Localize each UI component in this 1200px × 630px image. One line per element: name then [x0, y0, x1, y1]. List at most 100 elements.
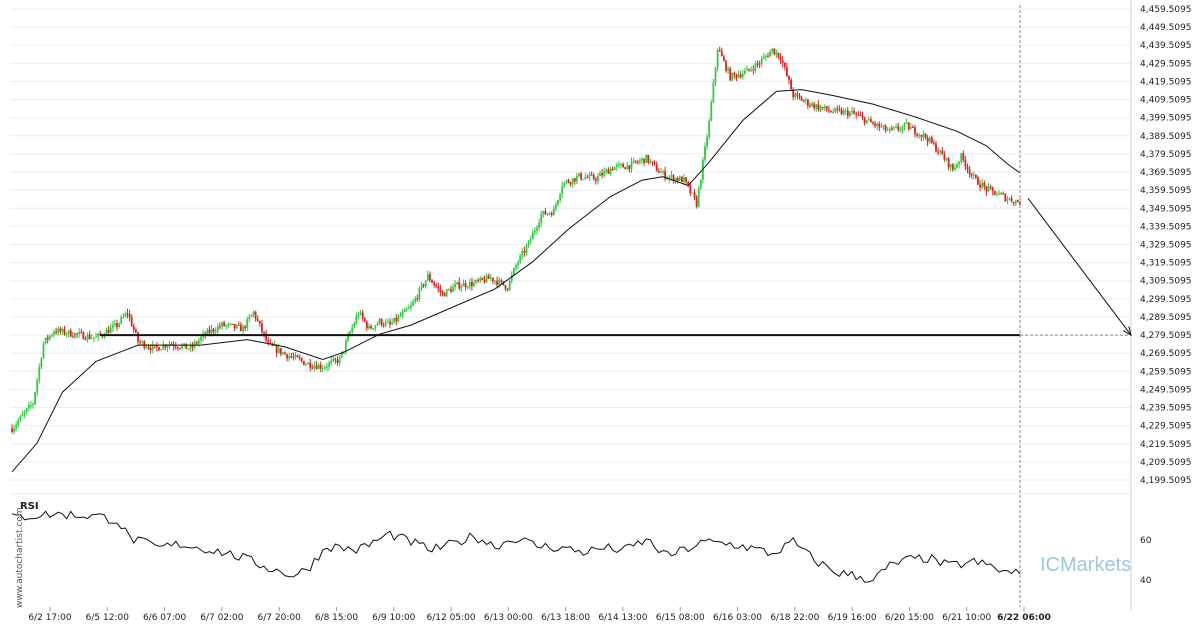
- candle-body: [1014, 200, 1017, 204]
- candle-body: [874, 123, 876, 126]
- candle-body: [729, 68, 732, 81]
- candle-body: [748, 68, 750, 70]
- candle-body: [945, 158, 948, 160]
- candle-body: [809, 105, 811, 107]
- candle-body: [328, 362, 330, 367]
- candle-body: [219, 326, 221, 328]
- candle-body: [225, 325, 228, 327]
- candle-body: [739, 74, 742, 77]
- candle-body: [53, 331, 55, 335]
- candle-body: [210, 329, 213, 334]
- candle-body: [105, 329, 108, 336]
- candle-body: [254, 311, 257, 319]
- candle-body: [876, 123, 879, 126]
- candle-body: [17, 420, 20, 425]
- candle-body: [292, 356, 295, 358]
- candle-body: [27, 405, 30, 409]
- date-tick-label: 6/6 07:00: [143, 613, 187, 623]
- candle-body: [762, 56, 765, 59]
- candle-body: [567, 180, 570, 183]
- candle-body: [645, 154, 648, 163]
- candle-body: [954, 167, 956, 170]
- candle-body: [800, 97, 803, 101]
- date-tick-label: 6/2 17:00: [28, 613, 72, 623]
- candle-body: [859, 115, 862, 117]
- candle-body: [588, 174, 591, 178]
- price-tick-label: 4,259.5095: [1140, 367, 1192, 377]
- candle-body: [872, 122, 874, 124]
- candle-body: [143, 341, 146, 348]
- candle-body: [863, 117, 866, 124]
- candle-body: [242, 326, 244, 332]
- candle-body: [821, 107, 824, 109]
- candle-body: [779, 57, 782, 61]
- candle-body: [521, 251, 524, 256]
- candle-body: [756, 63, 759, 65]
- candle-body: [660, 172, 662, 174]
- candle-body: [216, 326, 219, 332]
- candle-body: [489, 277, 492, 279]
- candle-body: [790, 79, 792, 90]
- candle-body: [382, 324, 385, 326]
- candle-body: [227, 323, 230, 326]
- candle-body: [212, 329, 215, 332]
- candle-body: [368, 326, 370, 329]
- candle-body: [422, 284, 425, 287]
- candle-body: [584, 177, 587, 180]
- candle-body: [664, 170, 666, 179]
- time-axis: 6/2 17:00 6/5 12:00 6/6 07:00 6/7 02:00 6/7 …: [28, 607, 1051, 623]
- candle-body: [338, 357, 341, 363]
- candle-body: [576, 176, 578, 182]
- date-tick-label: 6/22 06:00: [997, 613, 1051, 623]
- candle-body: [823, 106, 826, 109]
- price-tick-label: 4,269.5095: [1140, 349, 1192, 359]
- candle-body: [496, 280, 498, 285]
- candle-body: [1017, 200, 1019, 203]
- candle-body: [991, 187, 994, 191]
- candle-body: [828, 109, 830, 112]
- candle-body: [506, 288, 509, 290]
- candle-body: [494, 280, 496, 282]
- candle-body: [109, 327, 112, 334]
- candle-body: [565, 180, 568, 183]
- moving-average-line: [11, 89, 1021, 473]
- price-tick-label: 4,439.5095: [1140, 41, 1192, 51]
- candle-body: [710, 102, 713, 121]
- candle-body: [597, 176, 599, 181]
- candle-body: [151, 344, 154, 350]
- candle-body: [699, 179, 702, 189]
- candle-body: [632, 160, 635, 162]
- candle-body: [578, 173, 580, 177]
- candle-body: [126, 313, 129, 315]
- candle-body: [853, 110, 855, 114]
- candle-body: [57, 328, 60, 333]
- candle-body: [937, 151, 939, 153]
- candle-body: [229, 323, 232, 325]
- candle-body: [158, 347, 160, 351]
- candle-body: [170, 343, 173, 345]
- candle-body: [23, 411, 26, 415]
- date-tick-label: 6/20 15:00: [885, 613, 934, 623]
- candle-body: [374, 325, 377, 329]
- candle-body: [548, 213, 551, 215]
- candle-body: [970, 174, 973, 176]
- candle-body: [74, 333, 76, 337]
- candle-body: [620, 164, 622, 166]
- candle-body: [695, 197, 698, 207]
- candle-body: [128, 313, 131, 318]
- candle-body: [670, 175, 673, 177]
- candle-body: [653, 162, 656, 165]
- candle-body: [118, 323, 120, 327]
- candle-body: [317, 364, 320, 369]
- candle-body: [275, 345, 278, 353]
- candle-body: [996, 194, 998, 196]
- candle-body: [527, 240, 530, 246]
- candle-body: [443, 293, 446, 297]
- date-tick-label: 6/18 22:00: [770, 613, 819, 623]
- candle-body: [208, 329, 211, 334]
- candle-body: [930, 137, 933, 143]
- candle-body: [819, 107, 822, 110]
- side-watermark: www.autochartist.com: [15, 507, 25, 608]
- candle-body: [265, 333, 267, 341]
